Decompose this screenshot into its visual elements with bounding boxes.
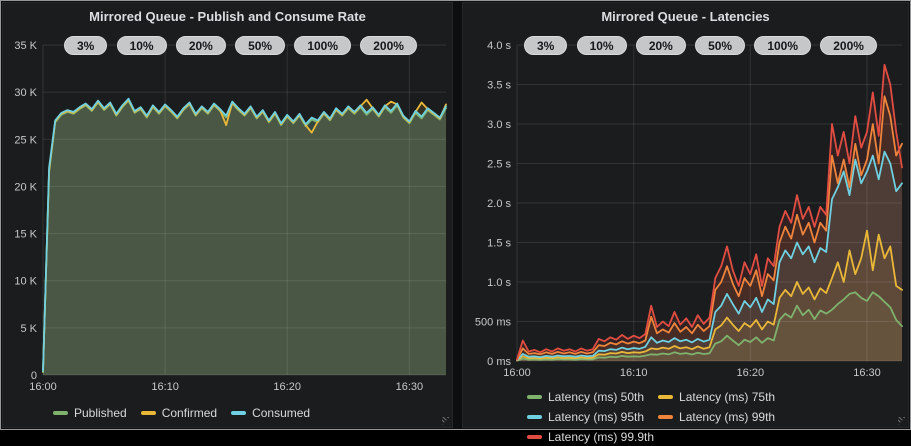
y-axis-label: 25 K — [14, 134, 37, 146]
series-line — [516, 229, 903, 362]
y-axis-label: 1.5 s — [487, 238, 511, 250]
annotation-badge-row: 3% 10% 20% 50% 100% 200% — [64, 36, 417, 55]
legend-label: Latency (ms) 75th — [679, 390, 776, 404]
annotation-badge[interactable]: 200% — [820, 36, 877, 55]
y-axis-label: 30 K — [14, 87, 37, 99]
annotation-badge[interactable]: 100% — [754, 36, 812, 55]
series-fill — [517, 96, 902, 362]
y-axis-label: 20 K — [14, 181, 37, 193]
rate-chart[interactable]: 0 5 K 10 K 15 K 20 K 25 K 30 K 35 K 16:00 16:10 16… — [3, 29, 452, 400]
chart-plot[interactable]: 0 5 K 10 K 15 K 20 K 25 K 30 K 35 K 16:00 16:10 16… — [3, 29, 452, 395]
legend-item[interactable]: Latency (ms) 99th — [658, 408, 775, 426]
legend-label: Published — [74, 406, 127, 420]
chart-area: 3% 10% 20% 50% 100% 200% 0 5 K 10 K 15 K 20 K 25 K… — [3, 29, 452, 400]
y-axis-label: 3.0 s — [487, 119, 511, 131]
y-axis-label: 35 K — [14, 40, 37, 52]
panel-title[interactable]: Mirrored Queue - Publish and Consume Rat… — [89, 9, 366, 24]
annotation-badge[interactable]: 100% — [294, 36, 352, 55]
x-axis-label: 16:20 — [737, 367, 765, 379]
latency-chart[interactable]: 0 ms 500 ms 1.0 s 1.5 s 2.0 s 2.5 s 3.0 s 3.5 s… — [463, 29, 908, 386]
panel-publish-consume-rate: Mirrored Queue - Publish and Consume Rat… — [2, 2, 453, 428]
annotation-badge[interactable]: 50% — [235, 36, 286, 55]
annotation-badge[interactable]: 200% — [360, 36, 417, 55]
y-axis-label: 500 ms — [475, 317, 512, 329]
chart-legend: Published Confirmed Consumed — [53, 404, 452, 427]
x-axis-label: 16:10 — [620, 367, 648, 379]
annotation-badge[interactable]: 3% — [524, 36, 568, 55]
legend-item[interactable]: Latency (ms) 50th — [527, 388, 644, 406]
series-line — [516, 150, 903, 362]
series-line — [516, 63, 903, 361]
chart-area: 3% 10% 20% 50% 100% 200% 0 ms 500 ms 1.0 s 1.5 s… — [463, 29, 908, 386]
x-axis-label: 16:00 — [29, 381, 57, 393]
legend-marker — [140, 411, 156, 415]
panel-resize-handle[interactable] — [898, 417, 906, 425]
legend-item[interactable]: Consumed — [231, 404, 310, 422]
series-line — [42, 97, 447, 373]
legend-marker — [527, 415, 542, 419]
annotation-badge[interactable]: 20% — [175, 36, 226, 55]
legend-marker — [53, 411, 68, 415]
legend-marker — [231, 411, 247, 415]
y-axis-label: 2.5 s — [487, 159, 511, 171]
legend-label: Latency (ms) 95th — [548, 410, 645, 424]
y-axis-label: 2.0 s — [487, 198, 511, 210]
legend-marker — [658, 395, 674, 399]
annotation-badge[interactable]: 50% — [695, 36, 746, 55]
series-fill — [43, 99, 446, 375]
legend-item[interactable]: Confirmed — [140, 404, 218, 422]
legend-label: Latency (ms) 50th — [548, 390, 645, 404]
annotation-badge[interactable]: 10% — [576, 36, 627, 55]
x-axis-label: 16:20 — [273, 381, 301, 393]
chart-legend: Latency (ms) 50th Latency (ms) 75th Latenc… — [527, 388, 899, 446]
legend-marker — [527, 435, 542, 439]
x-axis-label: 16:30 — [396, 381, 424, 393]
series-line — [516, 95, 903, 361]
series-fill — [517, 230, 902, 361]
y-axis-label: 1.0 s — [487, 277, 511, 289]
y-axis-label: 0 ms — [487, 356, 511, 368]
legend-marker — [527, 395, 542, 399]
legend-item[interactable]: Latency (ms) 99.9th — [527, 428, 654, 446]
y-axis-label: 3.5 s — [487, 80, 511, 92]
y-axis-label: 0 — [31, 370, 37, 382]
panel-resize-handle[interactable] — [442, 417, 450, 425]
y-axis-label: 5 K — [20, 323, 37, 335]
series-fill — [43, 100, 446, 375]
y-axis-label: 15 K — [14, 229, 37, 241]
legend-label: Consumed — [252, 406, 311, 420]
y-axis-label: 4.0 s — [487, 40, 511, 52]
x-axis-label: 16:30 — [853, 367, 881, 379]
panel-title[interactable]: Mirrored Queue - Latencies — [601, 9, 770, 24]
chart-plot[interactable]: 0 ms 500 ms 1.0 s 1.5 s 2.0 s 2.5 s 3.0 s 3.5 s… — [463, 29, 908, 381]
legend-label: Confirmed — [161, 406, 218, 420]
x-axis-label: 16:00 — [503, 367, 531, 379]
series-fill — [517, 64, 902, 362]
annotation-badge-row: 3% 10% 20% 50% 100% 200% — [524, 36, 877, 55]
series-fill — [517, 151, 902, 361]
series-line — [516, 291, 903, 362]
series-fill — [517, 292, 902, 361]
legend-item[interactable]: Latency (ms) 75th — [658, 388, 775, 406]
y-axis-label: 10 K — [14, 276, 37, 288]
legend-label: Latency (ms) 99th — [679, 410, 776, 424]
annotation-badge[interactable]: 20% — [635, 36, 686, 55]
annotation-badge[interactable]: 10% — [116, 36, 167, 55]
annotation-badge[interactable]: 3% — [64, 36, 108, 55]
series-fill — [43, 98, 446, 375]
legend-marker — [658, 415, 674, 419]
legend-item[interactable]: Latency (ms) 95th — [527, 408, 644, 426]
legend-label: Latency (ms) 99.9th — [548, 430, 655, 444]
panel-latencies: Mirrored Queue - Latencies 3% 10% 20% 50% 10… — [462, 2, 909, 444]
x-axis-label: 16:10 — [151, 381, 179, 393]
legend-item[interactable]: Published — [53, 404, 127, 422]
